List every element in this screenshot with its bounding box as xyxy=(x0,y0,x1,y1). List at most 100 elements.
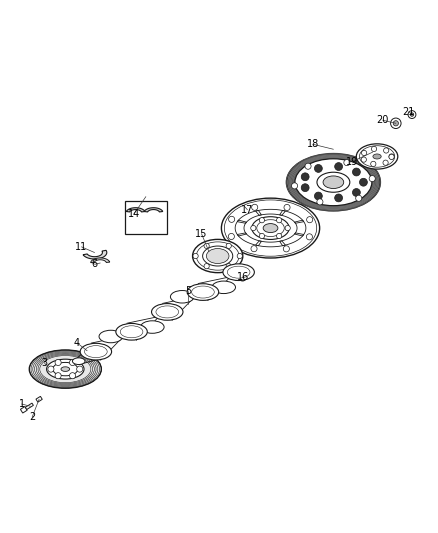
Circle shape xyxy=(410,113,414,116)
Text: 16: 16 xyxy=(237,272,249,282)
Circle shape xyxy=(276,233,282,239)
Ellipse shape xyxy=(99,330,123,343)
Text: 14: 14 xyxy=(128,209,140,219)
Circle shape xyxy=(284,205,290,211)
Circle shape xyxy=(314,192,322,200)
Ellipse shape xyxy=(53,362,78,376)
Ellipse shape xyxy=(252,217,289,239)
Circle shape xyxy=(292,183,298,189)
Circle shape xyxy=(283,246,290,252)
Polygon shape xyxy=(126,208,145,212)
Circle shape xyxy=(408,111,416,118)
Circle shape xyxy=(240,275,245,279)
Circle shape xyxy=(48,366,54,372)
Circle shape xyxy=(237,253,242,259)
Text: 19: 19 xyxy=(346,157,358,167)
Circle shape xyxy=(317,199,323,205)
Text: 2: 2 xyxy=(29,412,35,422)
Polygon shape xyxy=(144,208,163,212)
Ellipse shape xyxy=(295,159,372,206)
Ellipse shape xyxy=(373,154,381,159)
Circle shape xyxy=(276,217,282,223)
Text: 4: 4 xyxy=(74,338,80,348)
Ellipse shape xyxy=(187,284,219,301)
Ellipse shape xyxy=(206,248,229,263)
Ellipse shape xyxy=(80,343,112,360)
Circle shape xyxy=(389,154,394,159)
Ellipse shape xyxy=(223,264,254,280)
Circle shape xyxy=(193,253,198,259)
Text: 1: 1 xyxy=(18,399,25,409)
Circle shape xyxy=(305,163,311,169)
Ellipse shape xyxy=(61,367,70,372)
Ellipse shape xyxy=(116,324,147,340)
Circle shape xyxy=(204,263,209,269)
Circle shape xyxy=(252,204,258,211)
Circle shape xyxy=(344,159,350,166)
Circle shape xyxy=(361,157,367,162)
Text: 6: 6 xyxy=(92,260,98,269)
Text: 18: 18 xyxy=(307,139,319,149)
Circle shape xyxy=(356,195,362,201)
Circle shape xyxy=(314,165,322,172)
Circle shape xyxy=(353,168,360,176)
Circle shape xyxy=(70,359,76,366)
Ellipse shape xyxy=(72,358,85,365)
Circle shape xyxy=(259,233,265,239)
Circle shape xyxy=(371,161,376,166)
Ellipse shape xyxy=(221,198,320,258)
Polygon shape xyxy=(21,407,27,413)
Circle shape xyxy=(228,233,234,239)
Circle shape xyxy=(360,179,367,186)
Circle shape xyxy=(371,147,377,151)
Ellipse shape xyxy=(286,154,380,211)
Ellipse shape xyxy=(46,359,84,379)
Circle shape xyxy=(393,120,399,126)
Polygon shape xyxy=(36,397,42,402)
Circle shape xyxy=(285,225,290,231)
Circle shape xyxy=(389,154,394,159)
Circle shape xyxy=(70,373,76,379)
Circle shape xyxy=(251,225,256,231)
Circle shape xyxy=(353,189,360,196)
Circle shape xyxy=(226,263,231,269)
Circle shape xyxy=(77,366,83,372)
Circle shape xyxy=(384,148,389,153)
Ellipse shape xyxy=(141,321,164,333)
Ellipse shape xyxy=(263,223,278,232)
Text: 15: 15 xyxy=(195,229,208,239)
Circle shape xyxy=(306,234,312,240)
Ellipse shape xyxy=(81,349,92,353)
Circle shape xyxy=(301,173,309,181)
Circle shape xyxy=(335,194,343,202)
Text: 3: 3 xyxy=(41,358,47,368)
Ellipse shape xyxy=(152,304,183,320)
Circle shape xyxy=(307,216,313,223)
Circle shape xyxy=(259,217,265,223)
Polygon shape xyxy=(91,258,110,263)
Polygon shape xyxy=(25,403,33,409)
Bar xyxy=(125,201,166,234)
Circle shape xyxy=(301,184,309,191)
Text: 17: 17 xyxy=(241,205,254,215)
Ellipse shape xyxy=(317,172,350,192)
Ellipse shape xyxy=(323,176,344,189)
Text: 11: 11 xyxy=(75,242,88,252)
Circle shape xyxy=(383,160,388,165)
Circle shape xyxy=(204,243,209,248)
Circle shape xyxy=(226,243,231,248)
Ellipse shape xyxy=(193,239,243,273)
Circle shape xyxy=(55,359,61,366)
Circle shape xyxy=(361,150,367,156)
Circle shape xyxy=(251,246,257,252)
Circle shape xyxy=(369,175,375,182)
Text: 5: 5 xyxy=(185,286,191,295)
Ellipse shape xyxy=(212,281,236,294)
Ellipse shape xyxy=(29,350,101,388)
Polygon shape xyxy=(83,251,107,259)
Ellipse shape xyxy=(170,290,194,303)
Circle shape xyxy=(335,163,343,171)
Circle shape xyxy=(229,216,235,222)
Circle shape xyxy=(239,273,247,281)
Ellipse shape xyxy=(357,144,398,169)
